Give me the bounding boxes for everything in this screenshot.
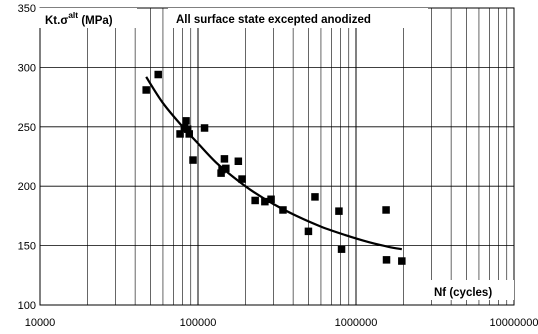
data-point (382, 256, 391, 264)
data-point (200, 124, 209, 132)
title-box: All surface state excepted anodized (168, 8, 428, 28)
y-tick-label: 250 (18, 122, 36, 134)
data-point (251, 196, 259, 205)
data-point (176, 130, 184, 138)
data-point (234, 157, 243, 166)
y-tick-label: 350 (18, 3, 36, 15)
data-point (154, 70, 162, 79)
svg-text:Kt.σalt (MPa): Kt.σalt (MPa) (45, 10, 113, 27)
data-point (142, 86, 150, 94)
data-point (261, 197, 269, 206)
data-point (311, 193, 319, 201)
data-point (382, 206, 390, 214)
data-point (182, 117, 190, 125)
data-point (183, 125, 192, 133)
chart-title: All surface state excepted anodized (176, 14, 371, 26)
y-tick-label: 100 (18, 300, 36, 312)
data-point (189, 156, 197, 164)
x-axis-label: Nf (cycles) (434, 287, 492, 299)
xlabel-box: Nf (cycles) (428, 280, 514, 300)
data-point (218, 165, 226, 174)
y-tick-label: 200 (18, 181, 36, 193)
x-tick-label: 100000 (180, 317, 217, 329)
ylabel-main: Kt.σ (45, 15, 68, 27)
grid-lines (40, 8, 514, 305)
data-point (398, 257, 406, 265)
x-tick-label: 10000000 (490, 317, 538, 329)
data-point (238, 175, 246, 183)
data-point (335, 207, 343, 215)
data-point (267, 195, 275, 204)
x-tick-label: 10000 (25, 317, 56, 329)
ylabel-superscript: alt (68, 10, 78, 20)
data-point (185, 130, 193, 138)
data-points (142, 70, 406, 265)
x-tick-label: 1000000 (335, 317, 378, 329)
data-point (220, 155, 229, 163)
y-tick-label: 300 (18, 62, 36, 74)
data-point (222, 164, 230, 173)
ylabel-unit: (MPa) (78, 15, 113, 27)
data-point (337, 245, 346, 253)
ylabel-box: Kt.σalt (MPa) (39, 8, 137, 28)
tick-labels: 100 150 200 250 300 350 10000 100000 1000000 1000… (18, 3, 538, 329)
data-point (279, 206, 287, 214)
data-point (304, 227, 313, 236)
y-tick-label: 150 (18, 241, 36, 253)
